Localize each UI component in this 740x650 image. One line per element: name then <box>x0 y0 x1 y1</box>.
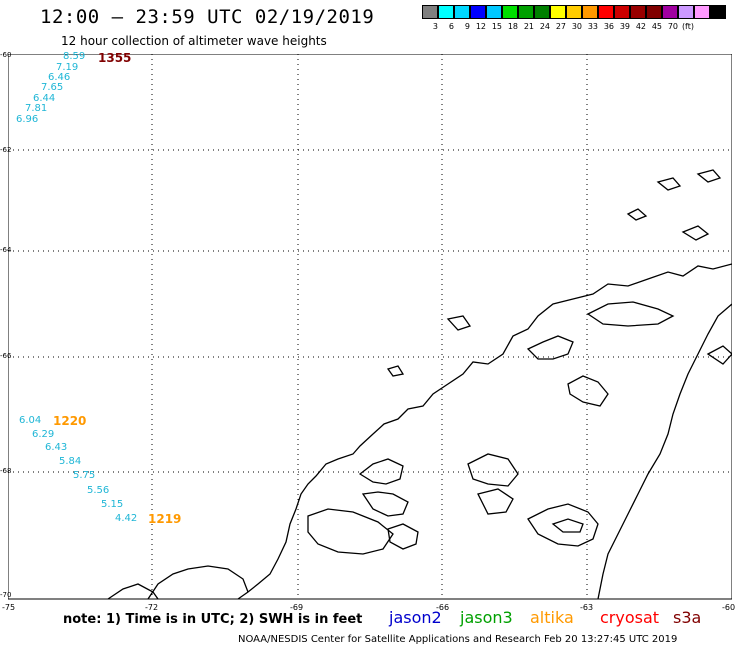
color-swatch <box>566 5 582 19</box>
map-frame <box>8 54 732 600</box>
color-scale-label: 3 <box>432 22 438 31</box>
color-swatch <box>534 5 550 19</box>
color-swatch <box>438 5 454 19</box>
color-scale-labels: 3 6 9 12 15 18 21 24 27 30 33 36 39 42 45 70 (ft) <box>422 22 694 31</box>
lat-label: -68 <box>0 467 12 475</box>
color-swatch <box>710 5 726 19</box>
color-scale-label: 24 <box>539 22 550 31</box>
color-scale-label: 27 <box>555 22 566 31</box>
color-swatch <box>678 5 694 19</box>
wave-height-value: 5.56 <box>87 485 110 496</box>
lat-label: -62 <box>0 146 12 154</box>
color-swatch <box>502 5 518 19</box>
color-scale-label: 21 <box>523 22 534 31</box>
wave-height-map <box>8 54 732 600</box>
wave-height-color-scale <box>422 5 726 19</box>
footer-credit: NOAA/NESDIS Center for Satellite Applica… <box>238 634 678 645</box>
map-title: 12:00 — 23:59 UTC 02/19/2019 <box>40 6 375 28</box>
color-scale-label: 33 <box>587 22 598 31</box>
satellite-legend-item: altika <box>530 608 574 627</box>
wave-height-value: 7.81 <box>25 103 48 114</box>
lat-label: -66 <box>0 352 12 360</box>
wave-height-value: 4.42 <box>115 513 138 524</box>
color-scale-label: 39 <box>619 22 630 31</box>
color-scale-label: 15 <box>491 22 502 31</box>
color-swatch <box>630 5 646 19</box>
color-swatch <box>598 5 614 19</box>
pass-time-label: 1220 <box>53 414 87 428</box>
color-swatch <box>614 5 630 19</box>
color-scale-label: 30 <box>571 22 582 31</box>
wave-height-value: 6.46 <box>48 72 71 83</box>
satellite-legend-item: s3a <box>673 608 702 627</box>
lon-label: -63 <box>580 603 594 612</box>
color-scale-label: 18 <box>507 22 518 31</box>
color-swatch <box>470 5 486 19</box>
wave-height-value: 6.29 <box>32 429 55 440</box>
graticule <box>8 54 732 599</box>
wave-height-value: 6.44 <box>33 93 56 104</box>
color-swatch <box>662 5 678 19</box>
color-scale-label: 12 <box>475 22 486 31</box>
satellite-legend-item: jason3 <box>460 608 513 627</box>
wave-height-value: 8.59 <box>63 51 86 62</box>
color-swatch <box>486 5 502 19</box>
map-subtitle: 12 hour collection of altimeter wave hei… <box>61 34 327 48</box>
color-scale-label: 9 <box>464 22 470 31</box>
lon-label: -75 <box>2 603 16 612</box>
color-swatch <box>518 5 534 19</box>
wave-height-value: 6.43 <box>45 442 68 453</box>
color-scale-label: 6 <box>448 22 454 31</box>
color-scale-label: (ft) <box>681 22 694 31</box>
lon-label: -72 <box>145 603 159 612</box>
wave-height-value: 7.19 <box>56 62 79 73</box>
lon-label: -66 <box>436 603 450 612</box>
color-swatch <box>422 5 438 19</box>
wave-height-value: 7.65 <box>41 82 64 93</box>
wave-height-value: 5.84 <box>59 456 82 467</box>
color-swatch <box>582 5 598 19</box>
wave-height-value: 5.75 <box>73 470 96 481</box>
coastline <box>107 169 732 600</box>
lon-label: -60 <box>722 603 736 612</box>
lat-label: -64 <box>0 246 12 254</box>
color-scale-label: 42 <box>635 22 646 31</box>
satellite-legend-item: jason2 <box>389 608 442 627</box>
lat-label: -70 <box>0 591 12 599</box>
color-swatch <box>694 5 710 19</box>
wave-height-value: 5.15 <box>101 499 124 510</box>
pass-time-label: 1219 <box>148 512 182 526</box>
color-scale-label: 36 <box>603 22 614 31</box>
wave-height-value: 6.04 <box>19 415 42 426</box>
lat-label: -60 <box>0 51 12 59</box>
wave-height-value: 6.96 <box>16 114 39 125</box>
pass-time-label: 1355 <box>98 51 132 65</box>
color-swatch <box>550 5 566 19</box>
lon-label: -69 <box>290 603 304 612</box>
color-swatch <box>454 5 470 19</box>
color-swatch <box>646 5 662 19</box>
units-note: note: 1) Time is in UTC; 2) SWH is in fe… <box>63 612 363 627</box>
color-scale-label: 45 <box>651 22 662 31</box>
satellite-legend-item: cryosat <box>600 608 660 627</box>
color-scale-label: 70 <box>667 22 678 31</box>
